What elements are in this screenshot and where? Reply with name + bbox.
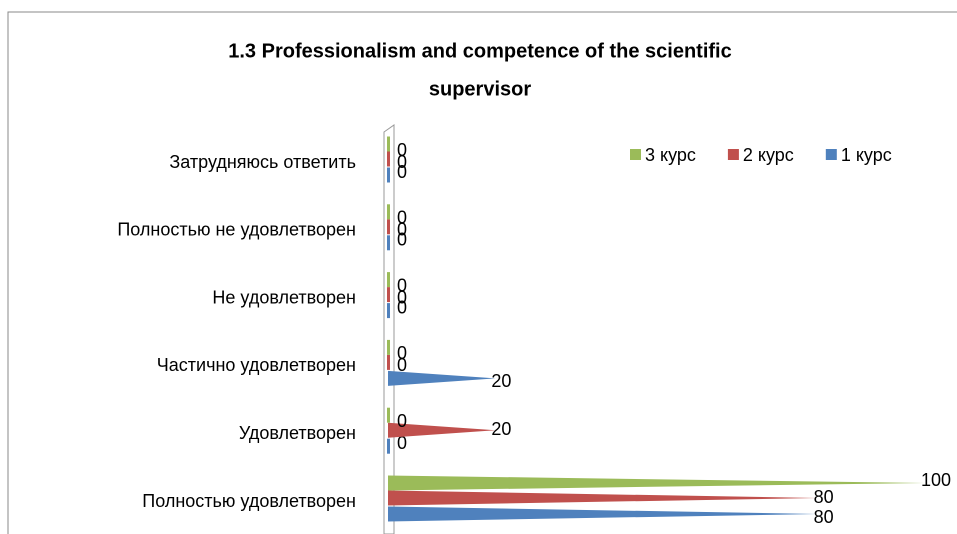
chart-title: 1.3 Professionalism and competence of th…: [228, 40, 732, 62]
bar: [387, 167, 390, 183]
data-label: 0: [397, 162, 407, 182]
bar: [387, 354, 390, 370]
bar: [388, 506, 818, 522]
y-tick-label: Удовлетворен: [239, 423, 356, 443]
data-label: 0: [397, 343, 407, 363]
data-label: 0: [397, 355, 407, 375]
y-tick-label: Полностью удовлетворен: [142, 491, 356, 511]
bar: [387, 235, 390, 251]
bar: [388, 422, 496, 438]
data-label: 0: [397, 152, 407, 172]
chart-frame: [7, 11, 957, 534]
chart-title: supervisor: [429, 78, 531, 100]
data-label: 0: [397, 297, 407, 317]
bar: [387, 136, 390, 152]
legend-swatch: [727, 149, 739, 160]
data-label: 0: [397, 220, 407, 240]
data-label: 0: [397, 140, 407, 160]
data-label: 20: [491, 419, 511, 439]
bar: [387, 287, 390, 303]
bar: [387, 219, 390, 235]
bar: [387, 303, 390, 319]
data-label: 0: [397, 411, 407, 431]
data-label: 80: [814, 487, 834, 507]
data-label: 100: [921, 470, 951, 490]
y-tick-label: Частично удовлетворен: [157, 355, 356, 375]
data-label: 0: [397, 433, 407, 453]
bar: [388, 475, 925, 491]
bar: [387, 272, 390, 288]
bar: [388, 370, 496, 386]
legend-swatch: [630, 149, 641, 160]
y-tick-label: Полностью не удовлетворен: [117, 220, 356, 240]
bar: [387, 438, 390, 454]
legend-label: 2 курс: [743, 145, 794, 165]
y-tick-label: Не удовлетворен: [212, 287, 356, 307]
bar: [388, 490, 818, 506]
y-tick-label: Затрудняюсь ответить: [169, 152, 356, 172]
data-label: 80: [814, 507, 834, 527]
bar: [387, 151, 390, 167]
data-label: 0: [397, 287, 407, 307]
bar: [387, 339, 390, 355]
legend-swatch: [825, 149, 837, 160]
data-label: 0: [397, 208, 407, 228]
bar: [387, 407, 390, 423]
legend-label: 3 курс: [645, 145, 696, 165]
data-label: 0: [397, 275, 407, 295]
bar: [387, 204, 390, 220]
data-label: 0: [397, 230, 407, 250]
plot-wall: [383, 124, 395, 534]
legend-label: 1 курс: [841, 145, 892, 165]
data-label: 20: [491, 371, 511, 391]
